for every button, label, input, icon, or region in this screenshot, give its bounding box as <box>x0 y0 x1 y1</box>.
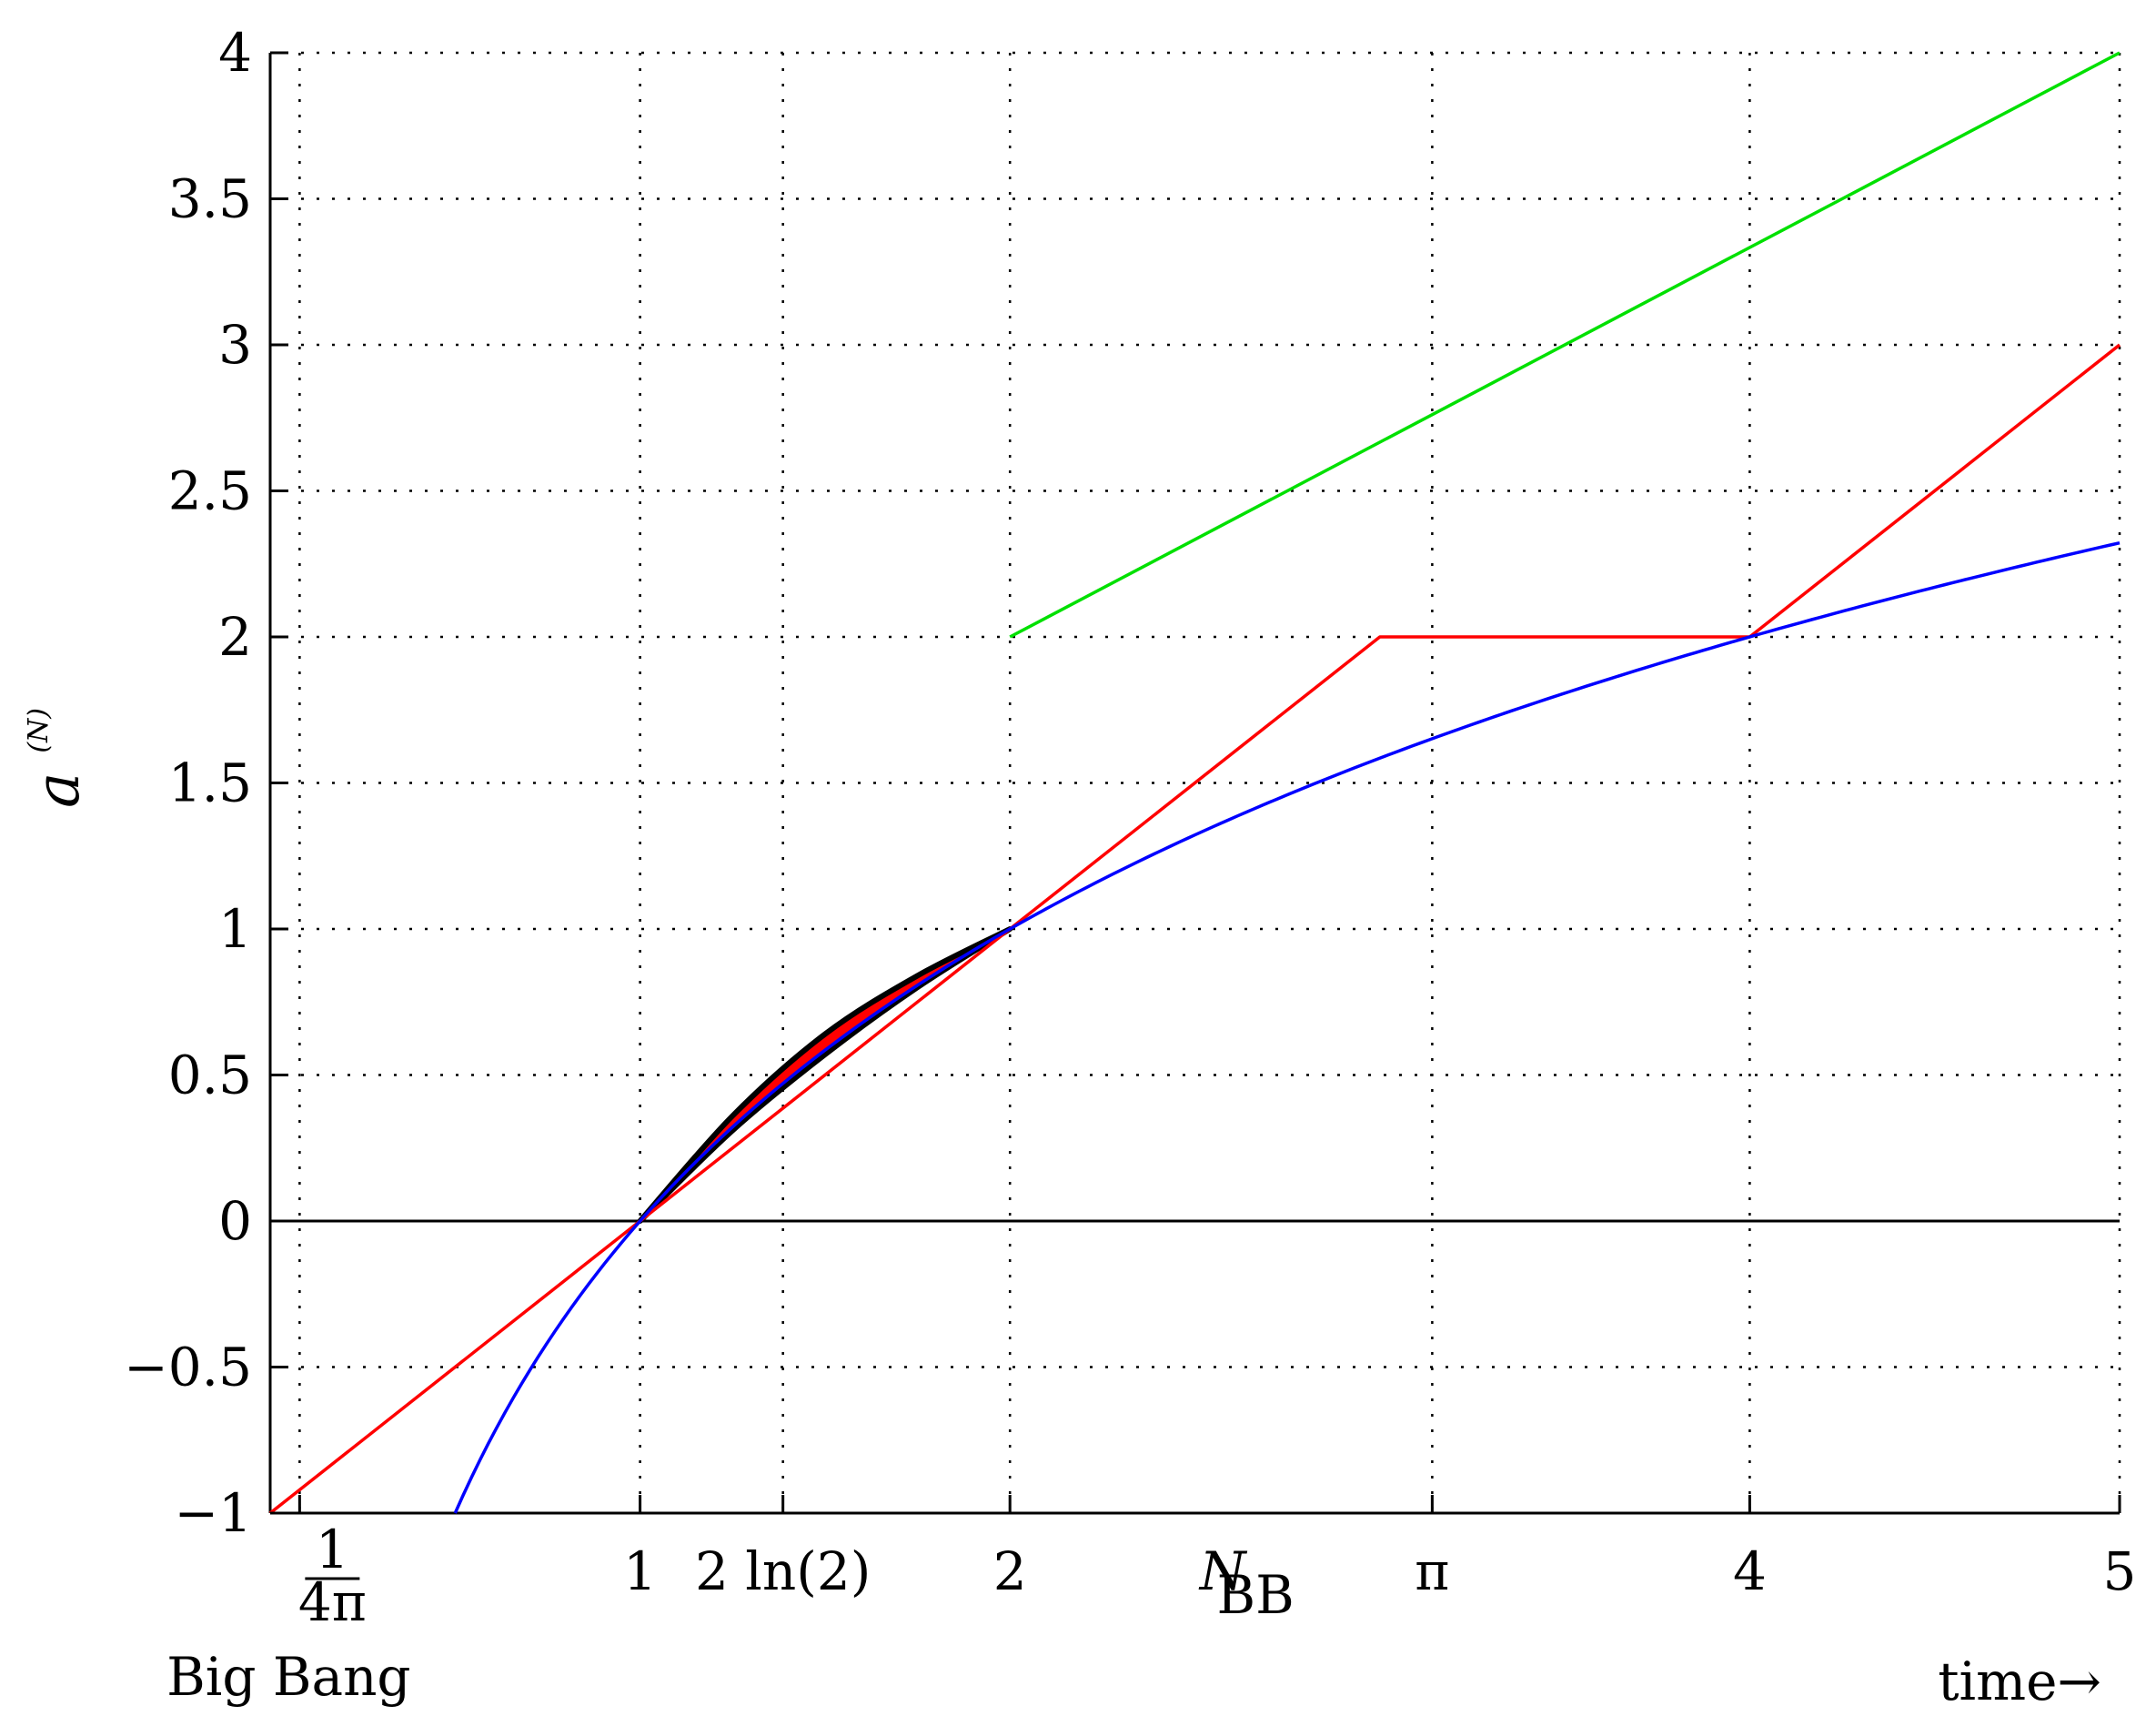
y-tick-label: 1 <box>218 898 252 960</box>
y-tick-label: 0.5 <box>168 1045 252 1106</box>
y-tick-label: 3.5 <box>168 168 252 230</box>
x-tick-label: 2 ln(2) <box>695 1540 871 1602</box>
series-line-2 <box>268 343 2121 1515</box>
x-tick-label: 1 <box>623 1540 657 1602</box>
series-line-3 <box>453 540 2121 1514</box>
x-tick-label-nbb: N <box>1198 1540 1248 1602</box>
x-tick-label-fraction: 14π <box>298 1519 367 1633</box>
tick-marks <box>270 51 2121 1515</box>
y-tick-label: −0.5 <box>124 1337 252 1398</box>
x-tick-label-nbb-subscript: BB <box>1217 1564 1295 1626</box>
axis-labels: a (N) time→ <box>23 708 2101 1712</box>
y-tick-label: −1 <box>175 1482 253 1544</box>
series-lines <box>268 51 2121 1515</box>
y-tick-label: 2 <box>218 606 252 668</box>
x-tick-label: 4 <box>1733 1540 1767 1602</box>
y-tick-label: 4 <box>218 22 252 84</box>
big-bang-label: Big Bang <box>166 1646 410 1708</box>
x-tick-label: π <box>1415 1540 1449 1602</box>
y-tick-label: 3 <box>218 314 252 376</box>
x-tick-label: 5 <box>2103 1540 2137 1602</box>
x-tick-label-numerator: 1 <box>316 1519 349 1580</box>
y-tick-label: 1.5 <box>168 752 252 814</box>
x-axis-label: time→ <box>1938 1650 2101 1712</box>
series-line-1 <box>1009 51 2121 639</box>
y-tick-label: 0 <box>218 1190 252 1252</box>
y-tick-label: 2.5 <box>168 460 252 522</box>
y-axis-label: a (N) <box>23 708 93 808</box>
x-tick-label: 2 <box>993 1540 1027 1602</box>
x-tick-label-denominator: 4π <box>298 1571 367 1633</box>
